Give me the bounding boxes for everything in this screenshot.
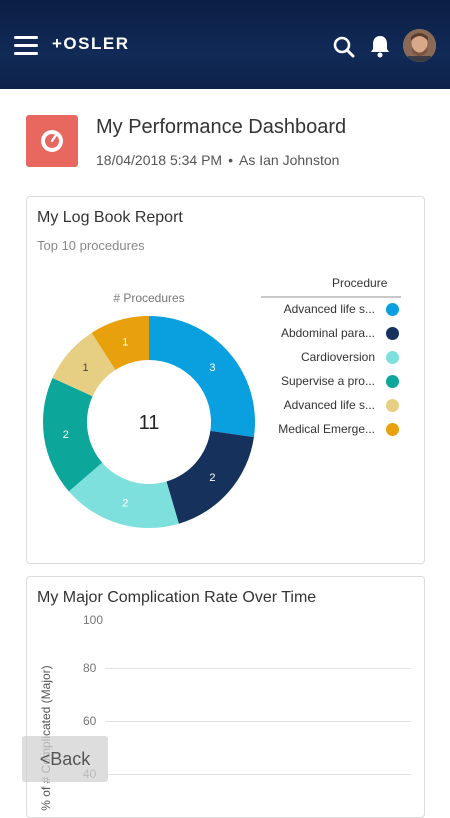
- donut-slice[interactable]: [91, 316, 149, 370]
- donut-slice[interactable]: [42, 377, 103, 492]
- app-header: +OSLER: [0, 0, 450, 89]
- legend-item[interactable]: Advanced life s...: [261, 301, 401, 319]
- bell-icon[interactable]: [369, 34, 391, 58]
- donut-slice[interactable]: [52, 332, 116, 397]
- legend-item[interactable]: Supervise a pro...: [261, 373, 401, 391]
- legend-color-dot: [386, 351, 399, 364]
- y-tick-label: 60: [83, 714, 97, 728]
- meta-separator: •: [228, 152, 234, 168]
- legend-color-dot: [386, 375, 399, 388]
- legend-color-dot: [386, 399, 399, 412]
- slice-value-label: 1: [82, 362, 88, 374]
- donut-slice[interactable]: [68, 462, 179, 528]
- avatar[interactable]: [403, 29, 436, 62]
- gauge-icon: [26, 115, 78, 167]
- dashboard-user: As Ian Johnston: [239, 152, 340, 168]
- search-icon[interactable]: [333, 36, 355, 58]
- gridline: [105, 668, 411, 669]
- legend-label: Medical Emerge...: [278, 422, 375, 436]
- legend-color-dot: [386, 423, 399, 436]
- osler-logo: +OSLER: [52, 34, 130, 53]
- slice-value-label: 2: [63, 429, 69, 441]
- legend-label: Advanced life s...: [283, 302, 375, 316]
- legend-label: Abdominal para...: [280, 326, 375, 340]
- chart-title: # Procedures: [113, 291, 184, 305]
- gridline: [105, 721, 411, 722]
- hamburger-menu-icon[interactable]: [14, 36, 38, 55]
- legend-item[interactable]: Cardioversion: [261, 349, 401, 367]
- logbook-report-card[interactable]: My Log Book Report Top 10 procedures # P…: [26, 196, 425, 564]
- card-title: My Major Complication Rate Over Time: [37, 589, 317, 606]
- legend-item[interactable]: Advanced life s...: [261, 397, 401, 415]
- slice-value-label: 2: [209, 472, 215, 484]
- donut-slice[interactable]: [149, 316, 255, 438]
- card-title: My Log Book Report: [37, 209, 183, 226]
- slice-value-label: 3: [209, 362, 215, 374]
- legend-item[interactable]: Abdominal para...: [261, 325, 401, 343]
- legend-label: Supervise a pro...: [280, 374, 375, 388]
- donut-slice[interactable]: [166, 430, 254, 524]
- page-title: My Performance Dashboard: [96, 116, 347, 138]
- legend-item[interactable]: Medical Emerge...: [261, 421, 401, 439]
- legend-label: Cardioversion: [300, 350, 375, 364]
- legend-label: Advanced life s...: [283, 398, 375, 412]
- donut-center-total: 11: [139, 412, 160, 434]
- y-tick-label: 100: [83, 613, 104, 627]
- legend-divider: [261, 296, 401, 298]
- dashboard-meta: 18/04/2018 5:34 PM • As Ian Johnston: [96, 152, 339, 168]
- slice-value-label: 2: [122, 498, 128, 510]
- legend-color-dot: [386, 303, 399, 316]
- y-tick-label: 80: [83, 661, 97, 675]
- slice-value-label: 1: [122, 336, 128, 348]
- gridline: [105, 774, 411, 775]
- legend-title: Procedure: [332, 276, 388, 290]
- back-button[interactable]: <Back: [22, 736, 108, 782]
- dashboard-datetime: 18/04/2018 5:34 PM: [96, 152, 223, 168]
- card-subtitle: Top 10 procedures: [37, 238, 145, 253]
- legend-color-dot: [386, 327, 399, 340]
